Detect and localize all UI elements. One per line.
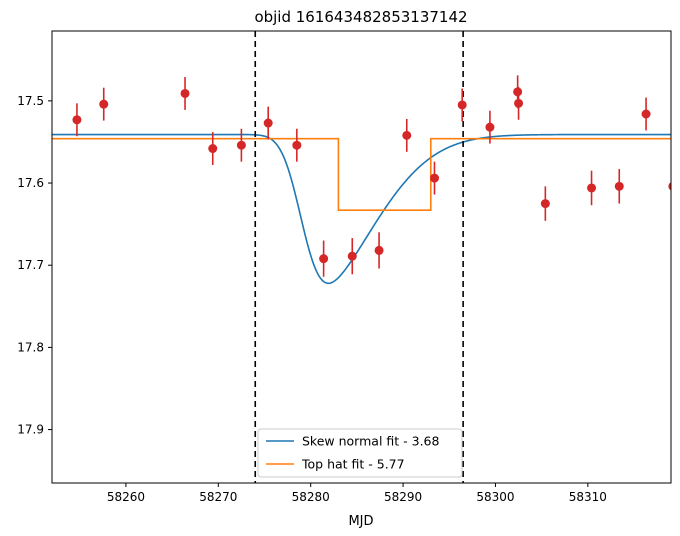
x-tick-label-58260: 58260 [107, 490, 145, 504]
x-tick-label-58300: 58300 [476, 490, 514, 504]
y-tick-label-0: 17.5 [17, 94, 44, 108]
data-point-21 [668, 182, 671, 191]
x-tick-label-58280: 58280 [292, 490, 330, 504]
legend: Skew normal fit - 3.68 Top hat fit - 5.77 [257, 428, 463, 478]
data-point-12 [429, 173, 439, 183]
data-point-8 [319, 254, 329, 264]
x-tick-label-58270: 58270 [199, 490, 237, 504]
y-tick-label-1: 17.6 [17, 176, 44, 190]
data-point-6 [263, 118, 273, 128]
x-axis: 58260 58270 58280 58290 58300 58310 [107, 483, 607, 504]
axes-frame [51, 30, 672, 484]
x-tick-label-58310: 58310 [569, 490, 607, 504]
data-point-10 [374, 245, 384, 255]
data-point-20 [641, 109, 651, 119]
top-hat-fit-line [52, 137, 671, 211]
data-point-15 [513, 87, 523, 97]
plot-area [52, 31, 671, 483]
data-point-5 [236, 140, 246, 150]
chart-title: objid 161643482853137142 [254, 8, 467, 26]
x-axis-label: MJD [348, 514, 373, 529]
data-point-14 [485, 122, 495, 132]
data-point-4 [208, 144, 218, 154]
data-point-7 [292, 140, 302, 150]
data-point-18 [587, 183, 597, 193]
y-tick-label-4: 17.9 [17, 423, 44, 437]
data-point-1 [72, 115, 82, 125]
y-axis: 17.5 17.6 17.7 17.8 17.9 [17, 94, 52, 437]
data-point-2 [99, 99, 109, 109]
x-tick-label-58290: 58290 [384, 490, 422, 504]
data-point-9 [347, 251, 357, 261]
y-tick-label-2: 17.7 [17, 258, 44, 272]
legend-box [257, 428, 463, 478]
legend-entry-2: Top hat fit - 5.77 [301, 457, 405, 472]
legend-entry-1: Skew normal fit - 3.68 [302, 434, 439, 449]
y-tick-label-3: 17.8 [17, 340, 44, 354]
data-point-3 [180, 88, 190, 98]
data-point-13 [457, 100, 467, 110]
data-point-19 [614, 181, 624, 191]
data-point-11 [402, 130, 412, 140]
data-point-17 [540, 199, 550, 209]
skew-normal-fit-line [52, 133, 671, 285]
data-point-16 [514, 98, 524, 108]
